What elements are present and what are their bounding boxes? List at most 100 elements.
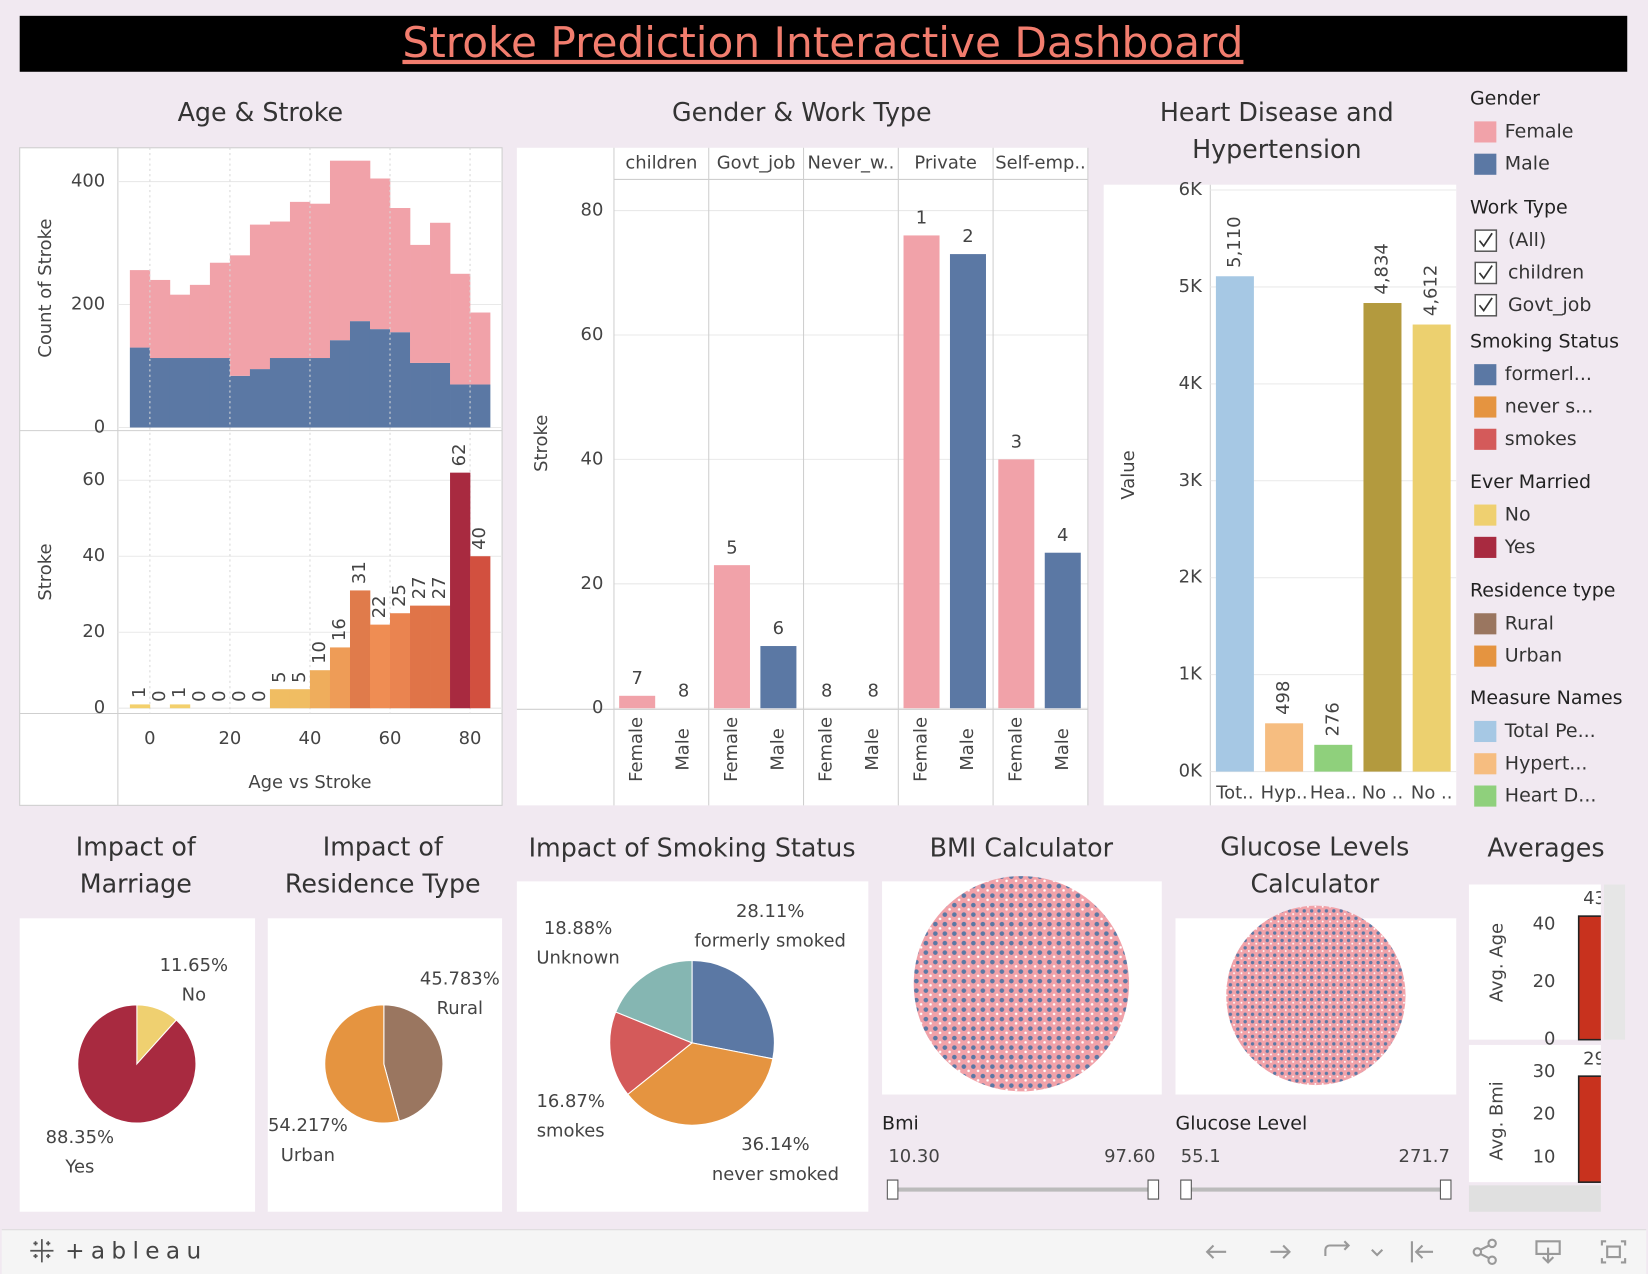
- x-tick-label: Tot..: [1215, 783, 1253, 804]
- rank-label: 2: [962, 226, 973, 247]
- tableau-icon: [30, 1239, 54, 1263]
- slider-handle[interactable]: [886, 1179, 899, 1200]
- slider-max: 97.60: [1104, 1146, 1155, 1167]
- legend-swatch: [1474, 153, 1497, 175]
- data-label: 0: [209, 690, 230, 701]
- data-label: 498: [1273, 681, 1294, 715]
- y-tick-label: 60: [82, 469, 105, 490]
- glucose-bubbles[interactable]: [1226, 905, 1406, 1086]
- legend-swatch: [1474, 428, 1497, 450]
- y-tick-label: 0: [94, 697, 105, 718]
- slider-handle[interactable]: [1180, 1179, 1192, 1200]
- rank-label: 7: [631, 668, 642, 689]
- histogram-bar: [430, 362, 451, 428]
- data-label: 31: [349, 561, 370, 584]
- chart-title: Impact of: [323, 832, 444, 862]
- y-tick-label: 30: [1533, 1061, 1556, 1082]
- chart-title: Heart Disease and: [1160, 97, 1394, 127]
- rank-label: 8: [678, 680, 689, 701]
- data-label: 1: [129, 687, 150, 698]
- panel-frame: [19, 147, 503, 806]
- panel-header: children: [625, 153, 697, 174]
- histogram-bar: [249, 369, 271, 428]
- x-tick-label: 80: [459, 728, 482, 749]
- legend-label: Male: [1505, 153, 1550, 175]
- x-tick-label: Male: [673, 728, 694, 770]
- legend-label: never s...: [1505, 396, 1593, 418]
- legend-label: Total Pe...: [1504, 720, 1596, 742]
- histogram-bar: [390, 613, 411, 709]
- toolbar-icons[interactable]: [1205, 1238, 1627, 1266]
- y-tick-label: 20: [1533, 971, 1556, 992]
- slice-label: No: [182, 984, 206, 1005]
- histogram-bar: [249, 224, 271, 370]
- slider-label: Bmi: [882, 1113, 919, 1135]
- bar: [949, 254, 986, 709]
- y-tick-label: 0: [1544, 1029, 1555, 1050]
- y-tick-label: 80: [581, 200, 604, 221]
- y-axis-label: Count of Stroke: [35, 219, 56, 358]
- y-tick-label: 20: [1533, 1104, 1556, 1125]
- panel-header: Never_w..: [807, 153, 894, 174]
- histogram-bar: [289, 358, 311, 428]
- scrollbar[interactable]: [1604, 884, 1626, 1040]
- histogram-bar: [129, 270, 151, 348]
- chart-title: Glucose Levels: [1220, 832, 1409, 862]
- y-axis-label: Value: [1118, 450, 1139, 499]
- legend-label: Hypert...: [1505, 752, 1588, 774]
- histogram-bar: [450, 273, 471, 385]
- y-tick-label: 0: [94, 416, 105, 437]
- legend-title: Residence type: [1470, 580, 1616, 602]
- histogram-bar: [289, 201, 311, 359]
- legend-title: Gender: [1470, 88, 1540, 110]
- pie-slice: [324, 1004, 400, 1124]
- data-label: 27: [409, 576, 430, 599]
- histogram-bar: [369, 178, 391, 330]
- legend-label: Heart D...: [1505, 785, 1597, 807]
- slice-value-label: 16.87%: [536, 1091, 604, 1112]
- histogram-bar: [470, 312, 491, 385]
- histogram-bar: [430, 222, 451, 363]
- bmi-bubbles[interactable]: [913, 876, 1130, 1092]
- x-tick-label: Hea..: [1310, 783, 1357, 804]
- checkbox[interactable]: [1474, 293, 1498, 317]
- rank-label: 6: [773, 618, 784, 639]
- histogram-bar: [329, 340, 351, 428]
- x-tick-label: Hyp..: [1261, 783, 1308, 804]
- data-label: 1: [169, 687, 190, 698]
- pie-slice: [383, 1004, 444, 1122]
- y-axis-label: Stroke: [35, 544, 56, 601]
- checkbox[interactable]: [1474, 229, 1498, 252]
- histogram-bar: [269, 358, 291, 428]
- histogram-bar: [369, 329, 391, 428]
- data-label: 276: [1322, 702, 1343, 736]
- data-label: 27: [429, 576, 450, 599]
- histogram-bar: [209, 358, 231, 428]
- x-tick-label: Female: [816, 717, 837, 782]
- legend-label: formerl...: [1505, 363, 1592, 385]
- data-label: 16: [329, 618, 350, 641]
- checkbox[interactable]: [1474, 261, 1498, 285]
- scrollbar[interactable]: [1468, 1185, 1601, 1212]
- data-label: 10: [309, 641, 330, 664]
- tableau-logo: +ableau: [65, 1237, 207, 1264]
- x-tick-label: Female: [1005, 717, 1026, 782]
- legend-label: Urban: [1505, 645, 1562, 667]
- rank-label: 8: [867, 680, 878, 701]
- y-tick-label: 200: [71, 294, 105, 315]
- legend-title: Measure Names: [1470, 687, 1623, 709]
- slider-handle[interactable]: [1439, 1179, 1452, 1200]
- bar: [619, 695, 656, 709]
- x-tick-label: 20: [219, 728, 242, 749]
- checkmark: [1478, 297, 1493, 312]
- slider-handle[interactable]: [1147, 1179, 1160, 1200]
- panel-header: Self-emp..: [995, 153, 1086, 174]
- panel-header: Govt_job: [717, 153, 796, 174]
- chart-title: Calculator: [1250, 869, 1379, 899]
- x-tick-label: No ..: [1411, 783, 1453, 804]
- histogram-bar: [149, 279, 171, 359]
- bar: [1412, 324, 1451, 772]
- x-tick-label: Male: [862, 728, 883, 770]
- slider-min: 55.1: [1181, 1146, 1221, 1167]
- histogram-bar: [309, 203, 331, 359]
